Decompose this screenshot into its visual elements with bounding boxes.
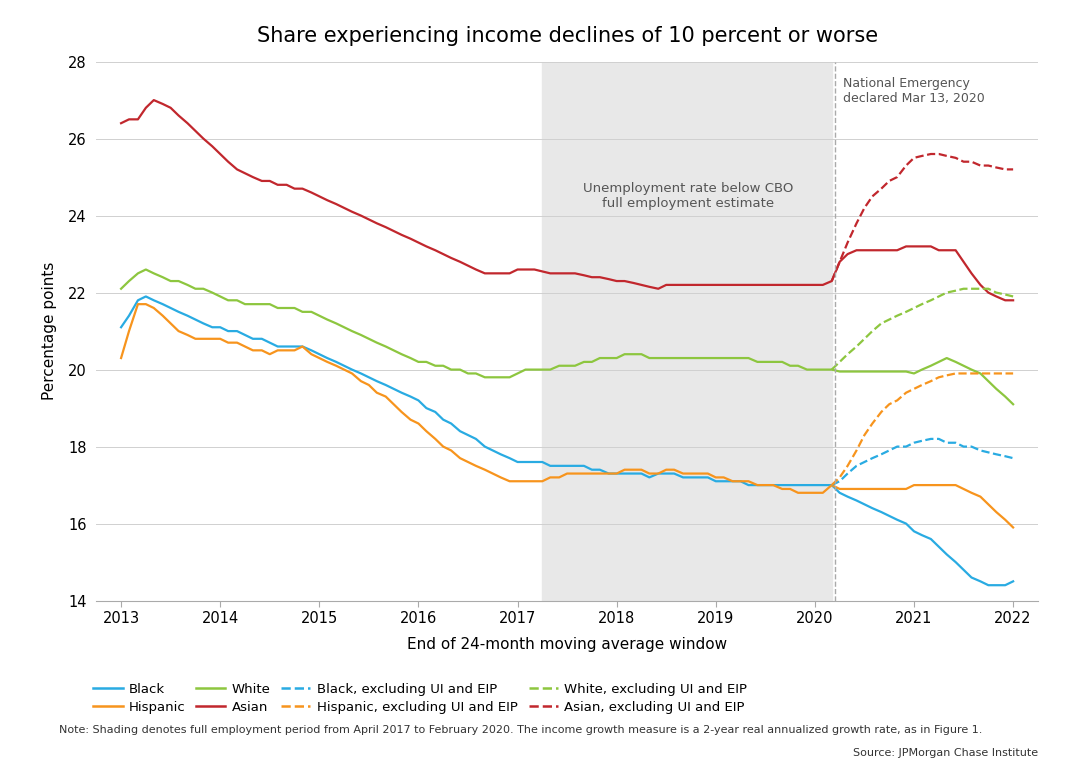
Title: Share experiencing income declines of 10 percent or worse: Share experiencing income declines of 10… xyxy=(257,26,877,46)
Text: Unemployment rate below CBO
full employment estimate: Unemployment rate below CBO full employm… xyxy=(583,182,793,210)
Text: Source: JPMorgan Chase Institute: Source: JPMorgan Chase Institute xyxy=(853,748,1038,758)
Bar xyxy=(542,62,831,601)
Legend: Black, Hispanic, White, Asian, Black, excluding UI and EIP, Hispanic, excluding : Black, Hispanic, White, Asian, Black, ex… xyxy=(93,683,747,714)
Y-axis label: Percentage points: Percentage points xyxy=(42,262,57,400)
X-axis label: End of 24-month moving average window: End of 24-month moving average window xyxy=(407,637,728,652)
Text: National Emergency
declared Mar 13, 2020: National Emergency declared Mar 13, 2020 xyxy=(843,77,984,105)
Text: Note: Shading denotes full employment period from April 2017 to February 2020. T: Note: Shading denotes full employment pe… xyxy=(59,725,982,735)
